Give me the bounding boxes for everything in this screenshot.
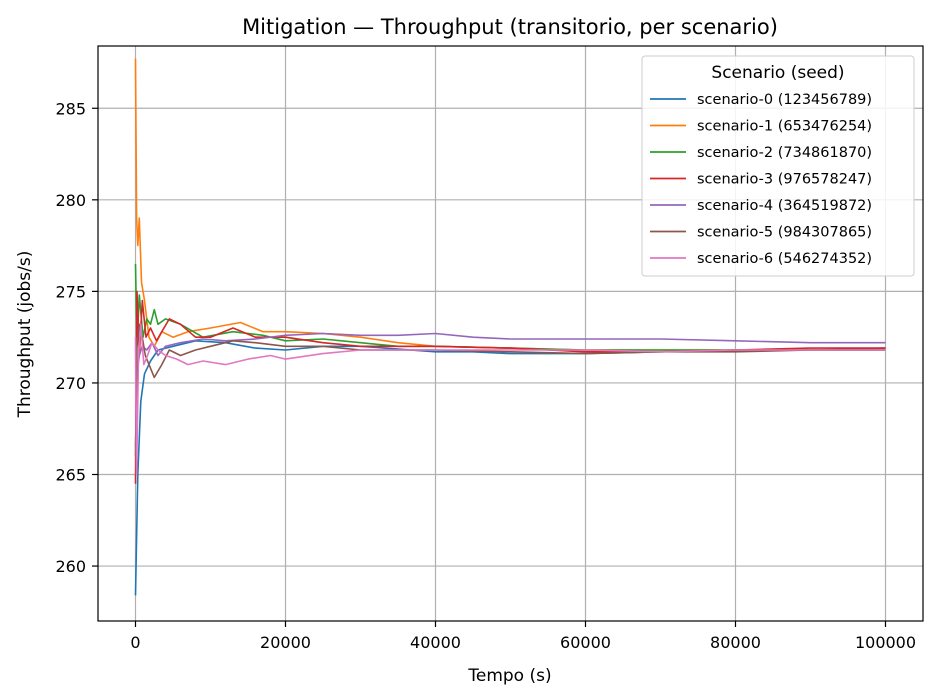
plot-frame (97, 45, 924, 622)
legend-label: scenario-2 (734861870) (697, 145, 872, 161)
x-tick-label: 60000 (560, 633, 611, 652)
axis-ticks: 0 20000 40000 60000 80000 100000 260 265 270 275 2… (55, 99, 916, 652)
y-tick-label: 285 (55, 99, 86, 118)
legend-title: Scenario (seed) (711, 63, 844, 83)
x-tick-label: 0 (130, 633, 140, 652)
legend-label: scenario-3 (976578247) (697, 172, 872, 188)
legend-label: scenario-4 (364519872) (697, 198, 872, 214)
chart-title: Mitigation — Throughput (transitorio, pe… (242, 15, 778, 39)
y-tick-label: 275 (55, 282, 86, 301)
legend-items: scenario-0 (123456789) scenario-1 (653476… (650, 92, 872, 267)
y-axis-label: Throughput (jobs/s) (15, 251, 35, 419)
series-lines (134, 58, 886, 596)
x-axis-label: Tempo (s) (467, 666, 551, 686)
x-tick-label: 40000 (410, 633, 461, 652)
y-tick-label: 265 (55, 466, 86, 485)
x-tick-label: 80000 (710, 633, 761, 652)
legend-label: scenario-0 (123456789) (697, 92, 872, 108)
legend-frame (641, 55, 915, 277)
series-line (134, 323, 886, 476)
series-line (134, 332, 886, 448)
legend: Scenario (seed) scenario-0 (123456789)sc… (641, 55, 915, 277)
series-line (134, 290, 886, 484)
y-tick-label: 280 (55, 191, 86, 210)
legend-label: scenario-1 (653476254) (697, 119, 872, 135)
y-tick-label: 260 (55, 557, 86, 576)
legend-label: scenario-6 (546274352) (697, 251, 872, 267)
x-tick-label: 20000 (260, 633, 311, 652)
series-line (134, 323, 886, 457)
legend-label: scenario-5 (984307865) (697, 225, 872, 241)
y-tick-label: 270 (55, 374, 86, 393)
x-tick-label: 100000 (855, 633, 916, 652)
